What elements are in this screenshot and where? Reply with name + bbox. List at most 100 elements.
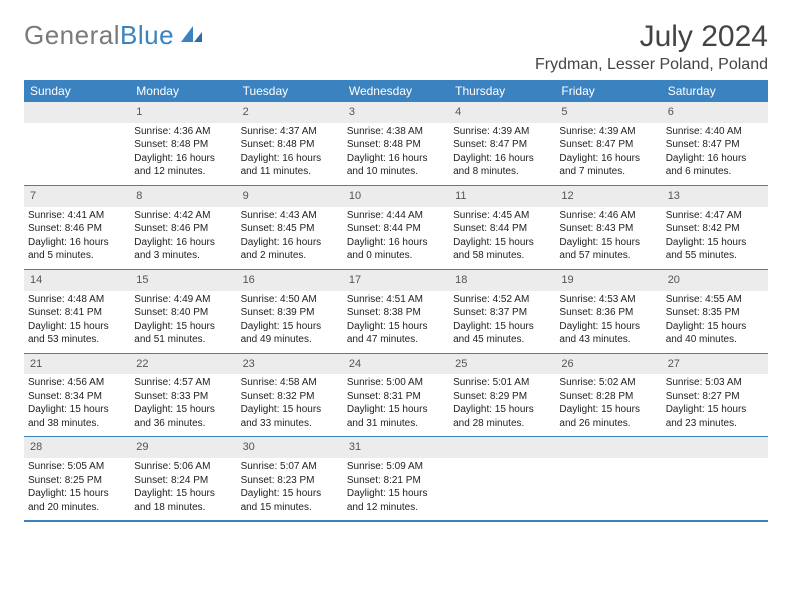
daylight-text: Daylight: 15 hours and 57 minutes.: [559, 236, 657, 263]
sunrise-text: Sunrise: 4:50 AM: [241, 293, 339, 307]
sunrise-text: Sunrise: 5:02 AM: [559, 376, 657, 390]
sunrise-text: Sunrise: 4:41 AM: [28, 209, 126, 223]
day-number: 30: [237, 437, 343, 458]
day-number: [555, 437, 661, 458]
sunrise-text: Sunrise: 4:52 AM: [453, 293, 551, 307]
sunset-text: Sunset: 8:40 PM: [134, 306, 232, 320]
day-cell: Sunrise: 4:37 AMSunset: 8:48 PMDaylight:…: [237, 123, 343, 186]
day-cell: Sunrise: 5:02 AMSunset: 8:28 PMDaylight:…: [555, 374, 661, 437]
day-number: 7: [24, 185, 130, 206]
sunset-text: Sunset: 8:27 PM: [666, 390, 764, 404]
weekday-header: Saturday: [662, 80, 768, 102]
sunset-text: Sunset: 8:47 PM: [666, 138, 764, 152]
daylight-text: Daylight: 15 hours and 18 minutes.: [134, 487, 232, 514]
sunset-text: Sunset: 8:48 PM: [241, 138, 339, 152]
daylight-text: Daylight: 16 hours and 8 minutes.: [453, 152, 551, 179]
day-number: 4: [449, 102, 555, 123]
sunset-text: Sunset: 8:23 PM: [241, 474, 339, 488]
day-cell: Sunrise: 5:09 AMSunset: 8:21 PMDaylight:…: [343, 458, 449, 520]
sunset-text: Sunset: 8:24 PM: [134, 474, 232, 488]
sunset-text: Sunset: 8:29 PM: [453, 390, 551, 404]
daylight-text: Daylight: 15 hours and 20 minutes.: [28, 487, 126, 514]
day-cell: Sunrise: 4:49 AMSunset: 8:40 PMDaylight:…: [130, 291, 236, 354]
day-number: 5: [555, 102, 661, 123]
sunset-text: Sunset: 8:45 PM: [241, 222, 339, 236]
weekday-header: Wednesday: [343, 80, 449, 102]
day-content-row: Sunrise: 4:56 AMSunset: 8:34 PMDaylight:…: [24, 374, 768, 437]
day-cell: [449, 458, 555, 520]
day-number: 12: [555, 185, 661, 206]
sunrise-text: Sunrise: 5:06 AM: [134, 460, 232, 474]
sunset-text: Sunset: 8:39 PM: [241, 306, 339, 320]
day-number: 10: [343, 185, 449, 206]
day-number: 6: [662, 102, 768, 123]
sunrise-text: Sunrise: 5:07 AM: [241, 460, 339, 474]
day-cell: Sunrise: 4:39 AMSunset: 8:47 PMDaylight:…: [555, 123, 661, 186]
weekday-header-row: Sunday Monday Tuesday Wednesday Thursday…: [24, 80, 768, 102]
daylight-text: Daylight: 16 hours and 11 minutes.: [241, 152, 339, 179]
daylight-text: Daylight: 16 hours and 0 minutes.: [347, 236, 445, 263]
sunset-text: Sunset: 8:32 PM: [241, 390, 339, 404]
sunset-text: Sunset: 8:43 PM: [559, 222, 657, 236]
day-number: 3: [343, 102, 449, 123]
day-number: 29: [130, 437, 236, 458]
weekday-header: Monday: [130, 80, 236, 102]
day-number-row: 21222324252627: [24, 353, 768, 374]
sunset-text: Sunset: 8:28 PM: [559, 390, 657, 404]
day-number: 21: [24, 353, 130, 374]
day-number: 31: [343, 437, 449, 458]
day-content-row: Sunrise: 4:41 AM Sunset: 8:46 PM Daylight:…: [24, 207, 768, 270]
day-number-row: 123456: [24, 102, 768, 123]
day-number: 17: [343, 269, 449, 290]
sunset-text: Sunset: 8:33 PM: [134, 390, 232, 404]
day-number: 18: [449, 269, 555, 290]
day-number: 1: [130, 102, 236, 123]
day-cell: Sunrise: 4:38 AMSunset: 8:48 PMDaylight:…: [343, 123, 449, 186]
weekday-header: Tuesday: [237, 80, 343, 102]
logo-text-gray: General: [24, 20, 120, 51]
day-cell: Sunrise: 5:03 AMSunset: 8:27 PMDaylight:…: [662, 374, 768, 437]
sunset-text: Sunset: 8:38 PM: [347, 306, 445, 320]
daylight-text: Daylight: 15 hours and 45 minutes.: [453, 320, 551, 347]
day-number: 20: [662, 269, 768, 290]
day-cell: Sunrise: 4:48 AMSunset: 8:41 PMDaylight:…: [24, 291, 130, 354]
sunrise-text: Sunrise: 4:48 AM: [28, 293, 126, 307]
sunset-text: Sunset: 8:44 PM: [453, 222, 551, 236]
day-number: 23: [237, 353, 343, 374]
day-content-row: Sunrise: 4:36 AMSunset: 8:48 PMDaylight:…: [24, 123, 768, 186]
day-number: [449, 437, 555, 458]
daylight-text: Daylight: 15 hours and 47 minutes.: [347, 320, 445, 347]
location-text: Frydman, Lesser Poland, Poland: [535, 56, 768, 74]
day-cell: Sunrise: 4:39 AMSunset: 8:47 PMDaylight:…: [449, 123, 555, 186]
sunset-text: Sunset: 8:48 PM: [134, 138, 232, 152]
sunrise-text: Sunrise: 4:39 AM: [453, 125, 551, 139]
sunrise-text: Sunrise: 4:45 AM: [453, 209, 551, 223]
sunset-text: Sunset: 8:41 PM: [28, 306, 126, 320]
sunrise-text: Sunrise: 4:40 AM: [666, 125, 764, 139]
sunrise-text: Sunrise: 4:38 AM: [347, 125, 445, 139]
day-cell: [555, 458, 661, 520]
daylight-text: Daylight: 16 hours and 6 minutes.: [666, 152, 764, 179]
sunset-text: Sunset: 8:36 PM: [559, 306, 657, 320]
day-number: [24, 102, 130, 123]
daylight-text: Daylight: 16 hours and 12 minutes.: [134, 152, 232, 179]
sunset-text: Sunset: 8:46 PM: [134, 222, 232, 236]
day-cell: Sunrise: 4:47 AMSunset: 8:42 PMDaylight:…: [662, 207, 768, 270]
sunset-text: Sunset: 8:47 PM: [559, 138, 657, 152]
sunset-text: Sunset: 8:35 PM: [666, 306, 764, 320]
daylight-text: Daylight: 15 hours and 55 minutes.: [666, 236, 764, 263]
daylight-text: Daylight: 15 hours and 53 minutes.: [28, 320, 126, 347]
sunrise-text: Sunrise: 4:39 AM: [559, 125, 657, 139]
sunrise-text: Sunrise: 4:57 AM: [134, 376, 232, 390]
day-cell: Sunrise: 4:53 AMSunset: 8:36 PMDaylight:…: [555, 291, 661, 354]
day-number: 22: [130, 353, 236, 374]
daylight-text: Daylight: 15 hours and 49 minutes.: [241, 320, 339, 347]
day-cell: Sunrise: 5:05 AMSunset: 8:25 PMDaylight:…: [24, 458, 130, 520]
daylight-text: Daylight: 15 hours and 28 minutes.: [453, 403, 551, 430]
day-cell: Sunrise: 4:46 AMSunset: 8:43 PMDaylight:…: [555, 207, 661, 270]
day-cell: Sunrise: 5:06 AMSunset: 8:24 PMDaylight:…: [130, 458, 236, 520]
daylight-text: Daylight: 15 hours and 33 minutes.: [241, 403, 339, 430]
weekday-header: Friday: [555, 80, 661, 102]
month-title: July 2024: [535, 20, 768, 54]
day-cell: Sunrise: 4:40 AMSunset: 8:47 PMDaylight:…: [662, 123, 768, 186]
